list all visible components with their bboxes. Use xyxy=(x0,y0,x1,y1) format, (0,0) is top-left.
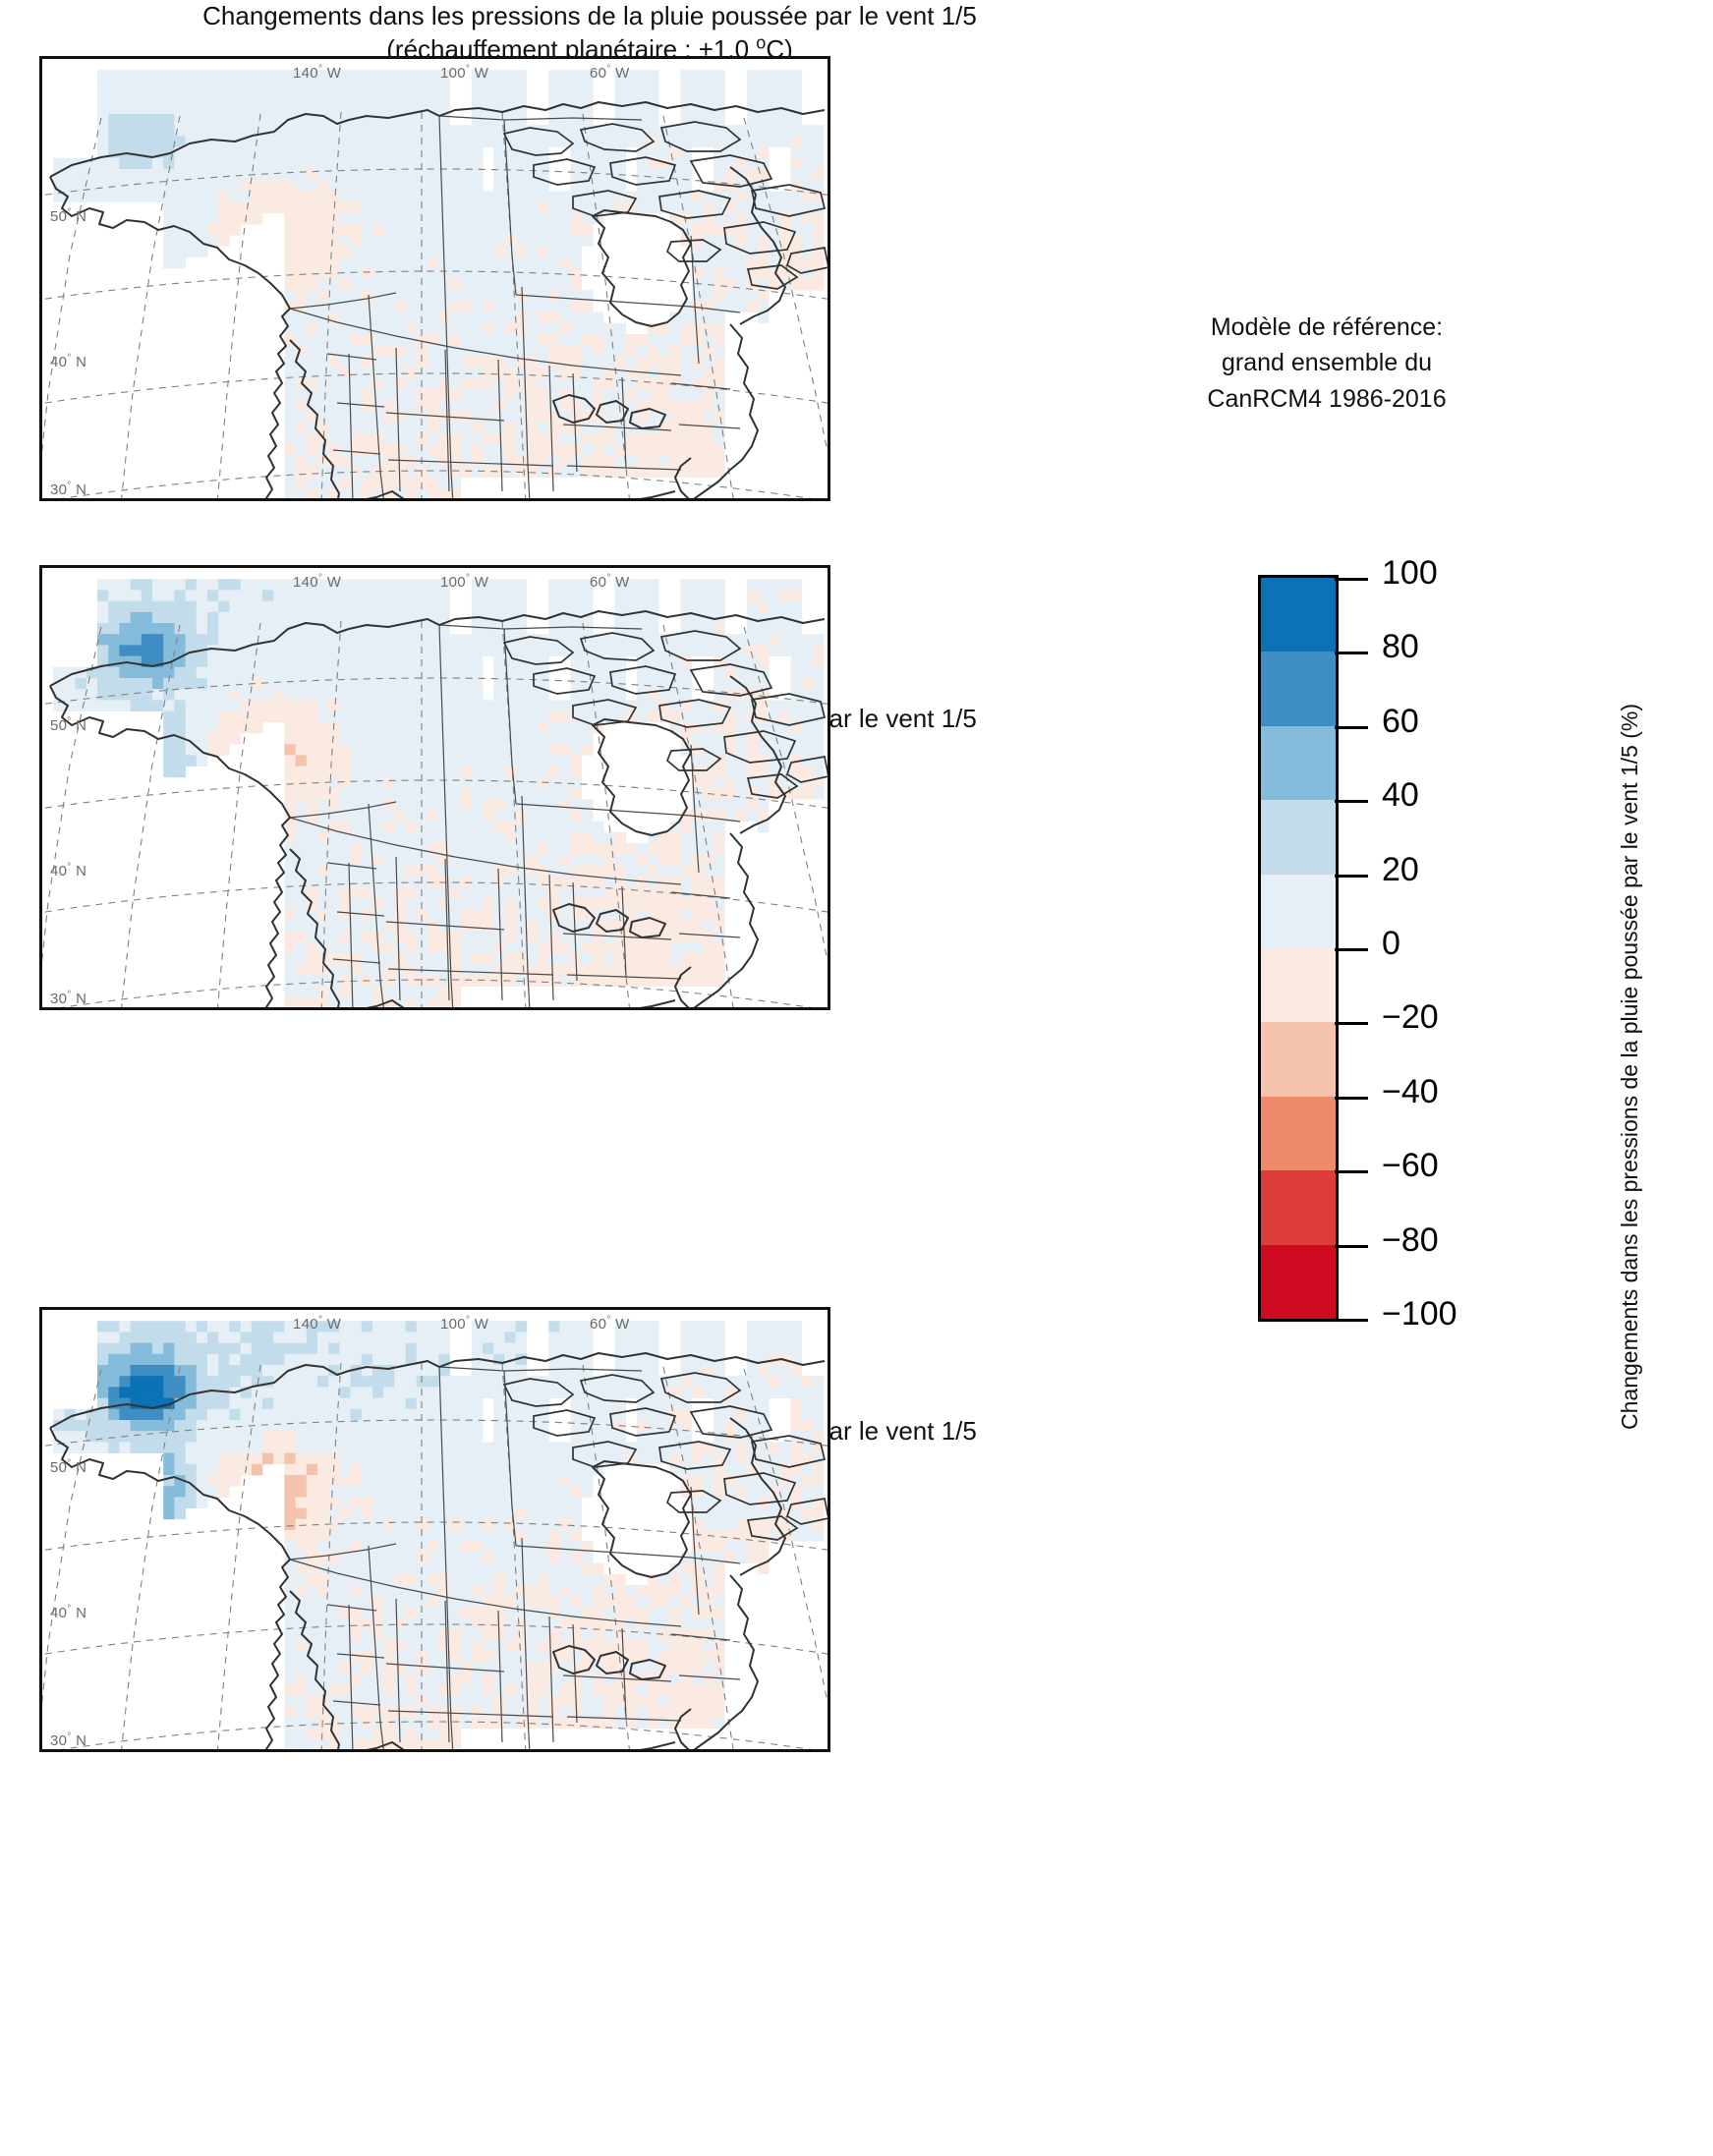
coastline xyxy=(49,610,826,1007)
panel-warming-2: Changements dans les pressions de la plu… xyxy=(0,565,1713,1010)
lat-label-50: 50° N xyxy=(50,1458,87,1477)
map-canvas: 140° W 100° W 60° W 50° N 40° N 30° N xyxy=(42,568,828,1007)
lat-label-50: 50° N xyxy=(50,207,87,226)
colorbar-tick xyxy=(1335,1244,1368,1248)
colorbar-tick-label: −60 xyxy=(1382,1147,1439,1185)
lat-label-30: 30° N xyxy=(50,990,87,1008)
colorbar-tick-label: 60 xyxy=(1382,702,1419,740)
colorbar-tick xyxy=(1335,725,1368,729)
colorbar-tick-label: 40 xyxy=(1382,776,1419,815)
colorbar-tick xyxy=(1335,1096,1368,1100)
colorbar[interactable] xyxy=(1258,575,1339,1322)
map-panel-1[interactable]: 140° W 100° W 60° W 50° N 40° N 30° N xyxy=(39,56,830,501)
map-canvas: 140° W 100° W 60° W 50° N 40° N 30° N xyxy=(42,1310,828,1749)
political-borders xyxy=(289,115,741,498)
colorbar-tick-label: −40 xyxy=(1382,1072,1439,1110)
colorbar-tick xyxy=(1335,948,1368,951)
lon-label-100: 100° W xyxy=(440,1315,489,1333)
colorbar-tick xyxy=(1335,874,1368,878)
colorbar-segment xyxy=(1261,652,1336,726)
data-tiles xyxy=(53,1321,825,1749)
lon-label-100: 100° W xyxy=(440,573,489,592)
colorbar-segment xyxy=(1261,1170,1336,1245)
lat-label-40: 40° N xyxy=(50,353,87,371)
colorbar-group: 100 80 60 40 20 0 −20 −40 −60 −80 −100 xyxy=(1248,554,1572,1341)
colorbar-tick xyxy=(1335,1022,1368,1026)
arctic-islands xyxy=(502,630,828,799)
lat-label-30: 30° N xyxy=(50,481,87,499)
lon-label-60: 60° W xyxy=(590,573,630,592)
colorbar-tick xyxy=(1335,578,1368,581)
reference-model-line-2: grand ensemble du xyxy=(1221,349,1433,377)
colorbar-segment xyxy=(1261,578,1336,652)
colorbar-segment xyxy=(1261,1096,1336,1171)
lon-label-140: 140° W xyxy=(293,64,342,83)
political-borders xyxy=(289,624,741,1007)
map-panel-2[interactable]: 140° W 100° W 60° W 50° N 40° N 30° N xyxy=(39,565,830,1010)
reference-model-line-3: CanRCM4 1986-2016 xyxy=(1207,384,1447,413)
lat-label-40: 40° N xyxy=(50,1604,87,1622)
colorbar-tick-label: 0 xyxy=(1382,925,1400,962)
panel-warming-3: Changements dans les pressions de la plu… xyxy=(0,1307,1713,1752)
colorbar-tick-label: 100 xyxy=(1382,554,1438,592)
lon-label-140: 140° W xyxy=(293,1315,342,1333)
panel-1-title-line1: Changements dans les pressions de la plu… xyxy=(202,1,977,30)
colorbar-segment xyxy=(1261,800,1336,875)
political-borders xyxy=(289,1366,741,1749)
lat-label-30: 30° N xyxy=(50,1731,87,1750)
colorbar-tick-label: −100 xyxy=(1382,1295,1457,1333)
colorbar-segment xyxy=(1261,1022,1336,1097)
lon-label-100: 100° W xyxy=(440,64,489,83)
colorbar-segment xyxy=(1261,725,1336,801)
lon-label-140: 140° W xyxy=(293,573,342,592)
panel-warming-1: Changements dans les pressions de la plu… xyxy=(0,0,1713,501)
map-panel-3[interactable]: 140° W 100° W 60° W 50° N 40° N 30° N xyxy=(39,1307,830,1752)
degree-superscript: o xyxy=(756,32,767,53)
reference-model-caption: Modèle de référence: grand ensemble du C… xyxy=(1179,310,1474,417)
colorbar-tick xyxy=(1335,652,1368,655)
colorbar-segment xyxy=(1261,948,1336,1023)
colorbar-tick-label: 20 xyxy=(1382,850,1419,888)
panel-1-title: Changements dans les pressions de la plu… xyxy=(0,0,1179,67)
coastline xyxy=(49,1352,826,1749)
coastline xyxy=(49,101,826,498)
lon-label-60: 60° W xyxy=(590,64,630,83)
colorbar-axis-label: Changements dans les pressions de la plu… xyxy=(1617,704,1642,1430)
colorbar-tick-label: −80 xyxy=(1382,1220,1439,1259)
colorbar-tick xyxy=(1335,1170,1368,1174)
colorbar-tick-label: 80 xyxy=(1382,628,1419,666)
colorbar-tick xyxy=(1335,1319,1368,1322)
colorbar-tick-label: −20 xyxy=(1382,998,1439,1037)
colorbar-segment xyxy=(1261,874,1336,948)
map-canvas: 140° W 100° W 60° W 50° N 40° N 30° N xyxy=(42,59,828,498)
lon-label-60: 60° W xyxy=(590,1315,630,1333)
lat-label-40: 40° N xyxy=(50,862,87,880)
lat-label-50: 50° N xyxy=(50,716,87,735)
colorbar-segment xyxy=(1261,1244,1336,1319)
reference-model-line-1: Modèle de référence: xyxy=(1210,313,1444,341)
colorbar-tick xyxy=(1335,800,1368,804)
